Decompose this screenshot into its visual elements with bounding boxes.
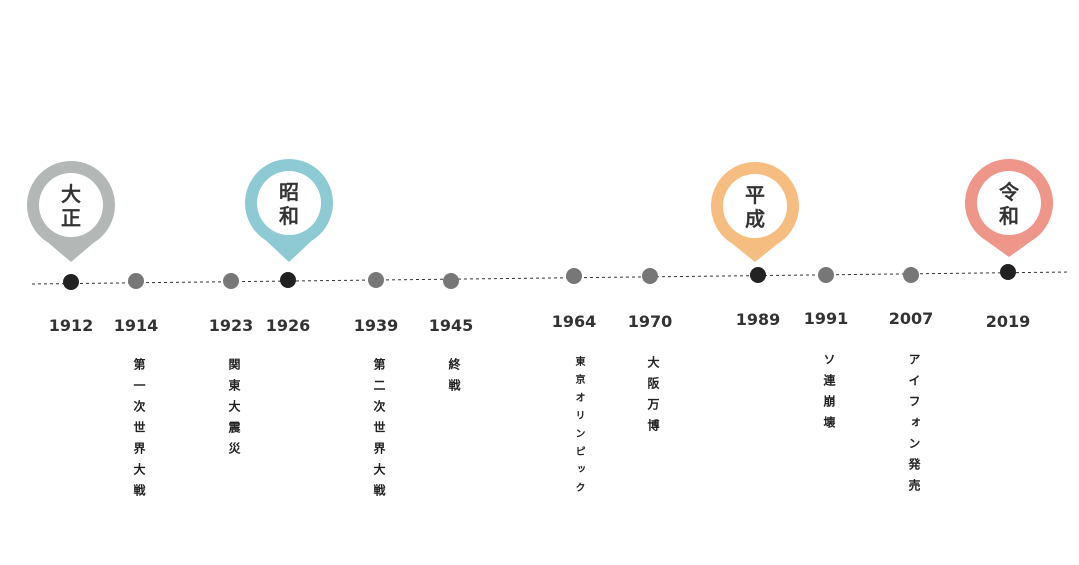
era-name-char: 大: [61, 182, 81, 206]
era-name-char: 昭: [279, 180, 299, 204]
era-pin-1989: 平成: [711, 162, 799, 262]
event-label-1964: 東京オリンピック: [573, 356, 584, 500]
timeline-dot-2019: [1000, 264, 1016, 280]
timeline-dot-1989: [750, 267, 766, 283]
pin-inner-circle: [257, 171, 321, 235]
pin-inner-circle: [39, 173, 103, 237]
timeline-dot-1926: [280, 272, 296, 288]
year-label-1912: 1912: [48, 316, 94, 335]
era-name-char: 令: [999, 180, 1020, 204]
pin-inner-circle: [977, 171, 1041, 235]
year-label-1923: 1923: [208, 316, 254, 335]
timeline-dot-1964: [566, 268, 582, 284]
event-label-1991: ソ連崩壊: [822, 353, 836, 437]
pin-inner-circle: [723, 174, 787, 238]
timeline-dot-1912: [63, 274, 79, 290]
year-label-1939: 1939: [353, 316, 399, 335]
era-name-char: 成: [745, 207, 765, 231]
event-label-2007: アイフォン発売: [907, 353, 921, 500]
timeline-dot-1914: [128, 273, 144, 289]
era-pin-2019: 令和: [965, 159, 1054, 257]
year-label-1914: 1914: [113, 316, 159, 335]
year-label-1970: 1970: [627, 312, 673, 331]
era-pin-1912: 大正: [27, 160, 115, 262]
timeline-dot-1970: [642, 268, 658, 284]
year-label-1926: 1926: [265, 316, 311, 335]
era-name-char: 和: [279, 204, 299, 228]
timeline-dot-1945: [443, 273, 459, 289]
timeline-dot-2007: [903, 267, 919, 283]
year-label-1989: 1989: [735, 310, 781, 329]
era-name-char: 和: [999, 204, 1019, 228]
year-label-1945: 1945: [428, 316, 474, 335]
event-label-1945: 終戦: [447, 358, 461, 400]
event-label-1914: 第一次世界大戦: [132, 358, 146, 505]
era-pin-1926: 昭和: [244, 159, 333, 262]
event-label-1970: 大阪万博: [646, 356, 660, 440]
era-name-char: 平: [745, 183, 765, 207]
event-label-1939: 第二次世界大戦: [372, 358, 386, 505]
timeline-dot-1923: [223, 273, 239, 289]
year-label-2007: 2007: [888, 309, 934, 328]
era-name-char: 正: [61, 206, 81, 230]
event-label-1923: 関東大震災: [227, 358, 241, 463]
year-label-1964: 1964: [551, 312, 597, 331]
year-label-2019: 2019: [985, 312, 1031, 331]
timeline-axis: [31, 271, 1071, 285]
timeline-dot-1991: [818, 267, 834, 283]
timeline-dot-1939: [368, 272, 384, 288]
year-label-1991: 1991: [803, 309, 849, 328]
